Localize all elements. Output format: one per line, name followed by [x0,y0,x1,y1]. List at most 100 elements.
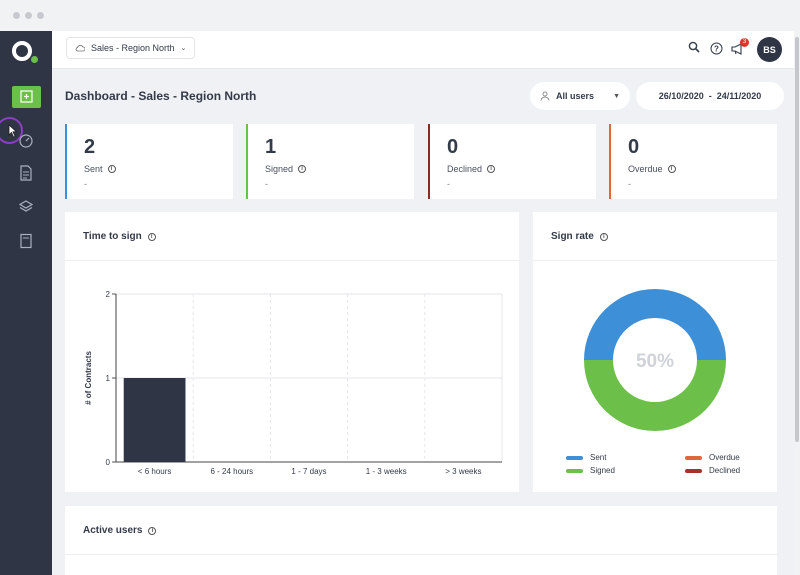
legend-item-sent: Sent [566,453,606,462]
users-filter-select[interactable]: All users ▼ [530,82,630,110]
legend-label: Sent [590,453,607,462]
stat-card-sent[interactable]: 2 Sent i - [65,124,233,199]
card-title: Sign rate i [551,231,608,242]
svg-text:?: ? [714,44,719,53]
stat-sub: - [628,179,631,189]
info-icon[interactable]: i [599,232,608,241]
stat-sub: - [447,179,450,189]
date-range-label: 26/10/2020 - 24/11/2020 [658,91,762,101]
time-to-sign-chart: 0 1 2 < 6 hours 6 - 24 hours 1 - 7 days 1 - 3 … [84,290,503,476]
add-document-icon [20,90,33,103]
megaphone-icon[interactable] [731,43,745,55]
donut-slice-sent[interactable] [584,289,726,360]
stat-accent-bar [609,124,611,199]
legend-swatch [566,468,583,473]
main-content: Dashboard - Sales - Region North All use… [52,69,794,575]
stat-card-signed[interactable]: 1 Signed i - [246,124,414,199]
legend-label: Overdue [709,453,740,462]
x-tick-label: > 3 weeks [445,467,481,476]
users-filter-label: All users [556,91,595,101]
page-title: Dashboard - Sales - Region North [65,89,257,103]
window-dot-minimize[interactable] [25,12,32,19]
x-tick-label: 6 - 24 hours [210,467,253,476]
y-axis-label: # of Contracts [84,351,93,405]
card-title-text: Sign rate [551,231,594,242]
sign-rate-card: Sign rate i 50% Sent Signed Overdue Decl… [533,212,777,492]
bar[interactable] [123,378,186,462]
workspace-label: Sales - Region North [91,43,175,53]
stat-value: 0 [628,136,640,158]
stat-value: 2 [84,136,96,158]
legend-item-signed: Signed [566,466,615,475]
window-dot-maximize[interactable] [37,12,44,19]
chevron-down-icon: ⌄ [180,45,187,52]
cloud-icon [75,45,85,52]
user-avatar[interactable]: BS [757,37,782,62]
window-titlebar [0,0,800,31]
search-icon[interactable] [688,41,700,53]
legend-label: Declined [709,466,741,475]
legend-swatch [566,455,583,460]
stat-card-overdue[interactable]: 0 Overdue i - [609,124,777,199]
sidebar-contacts-book-icon[interactable] [18,233,34,249]
stat-accent-bar [428,124,430,199]
x-tick-label: 1 - 3 weeks [366,467,407,476]
legend-swatch [685,468,702,473]
chevron-down-icon: ▼ [613,92,620,100]
top-bar: Sales - Region North ⌄ ? 3 BS [52,31,794,69]
donut-slice-signed[interactable] [584,360,726,431]
stat-sub: - [84,179,87,189]
stat-label-text: Declined [447,164,483,174]
stat-value: 0 [447,136,459,158]
card-title-text: Time to sign [83,231,142,242]
sidebar-templates-layers-icon[interactable] [18,199,34,215]
help-icon[interactable]: ? [710,42,723,55]
card-divider [65,260,519,261]
info-icon[interactable]: i [667,165,676,173]
sign-rate-donut-chart: 50% [584,289,726,431]
sidebar-new-document-button[interactable] [12,86,41,108]
window-dot-close[interactable] [13,12,20,19]
info-icon[interactable]: i [147,232,156,241]
stat-label: Signed i [265,164,307,174]
info-icon[interactable]: i [107,165,116,173]
stat-card-declined[interactable]: 0 Declined i - [428,124,596,199]
stat-label-text: Sent [84,164,103,174]
donut-center-label: 50% [636,351,674,372]
scrollbar[interactable] [794,31,800,575]
active-users-card: Active users i [65,506,777,575]
stat-value: 1 [265,136,277,158]
legend-label: Signed [590,466,615,475]
y-tick-label: 2 [106,290,111,299]
y-tick-label: 1 [106,374,111,383]
sidebar-dashboard-icon[interactable] [18,132,34,148]
mouse-pointer-icon [8,124,18,138]
sidebar-documents-icon[interactable] [18,165,34,181]
legend-item-overdue: Overdue [685,453,740,462]
stat-label: Overdue i [628,164,676,174]
y-tick-label: 0 [106,458,111,467]
stat-label: Sent i [84,164,116,174]
app-logo[interactable] [12,41,32,61]
legend-item-declined: Declined [685,466,740,475]
notification-badge: 3 [740,38,749,47]
card-title: Time to sign i [83,231,156,242]
sidebar [0,31,52,575]
info-icon[interactable]: i [148,526,157,535]
app-logo-dot [31,56,38,63]
time-to-sign-card: Time to sign i 0 1 2 < 6 hours 6 - 24 hours 1… [65,212,519,492]
card-title: Active users i [83,525,157,536]
workspace-selector[interactable]: Sales - Region North ⌄ [66,37,196,59]
info-icon[interactable]: i [298,165,307,173]
card-divider [533,260,777,261]
x-tick-label: < 6 hours [138,467,172,476]
x-tick-label: 1 - 7 days [291,467,326,476]
stat-accent-bar [246,124,248,199]
cursor-highlight-ring [0,117,23,144]
scrollbar-thumb[interactable] [795,37,799,442]
info-icon[interactable]: i [487,165,496,173]
card-title-text: Active users [83,525,143,536]
stat-sub: - [265,179,268,189]
date-range-picker[interactable]: 26/10/2020 - 24/11/2020 [636,82,784,110]
legend-swatch [685,455,702,460]
